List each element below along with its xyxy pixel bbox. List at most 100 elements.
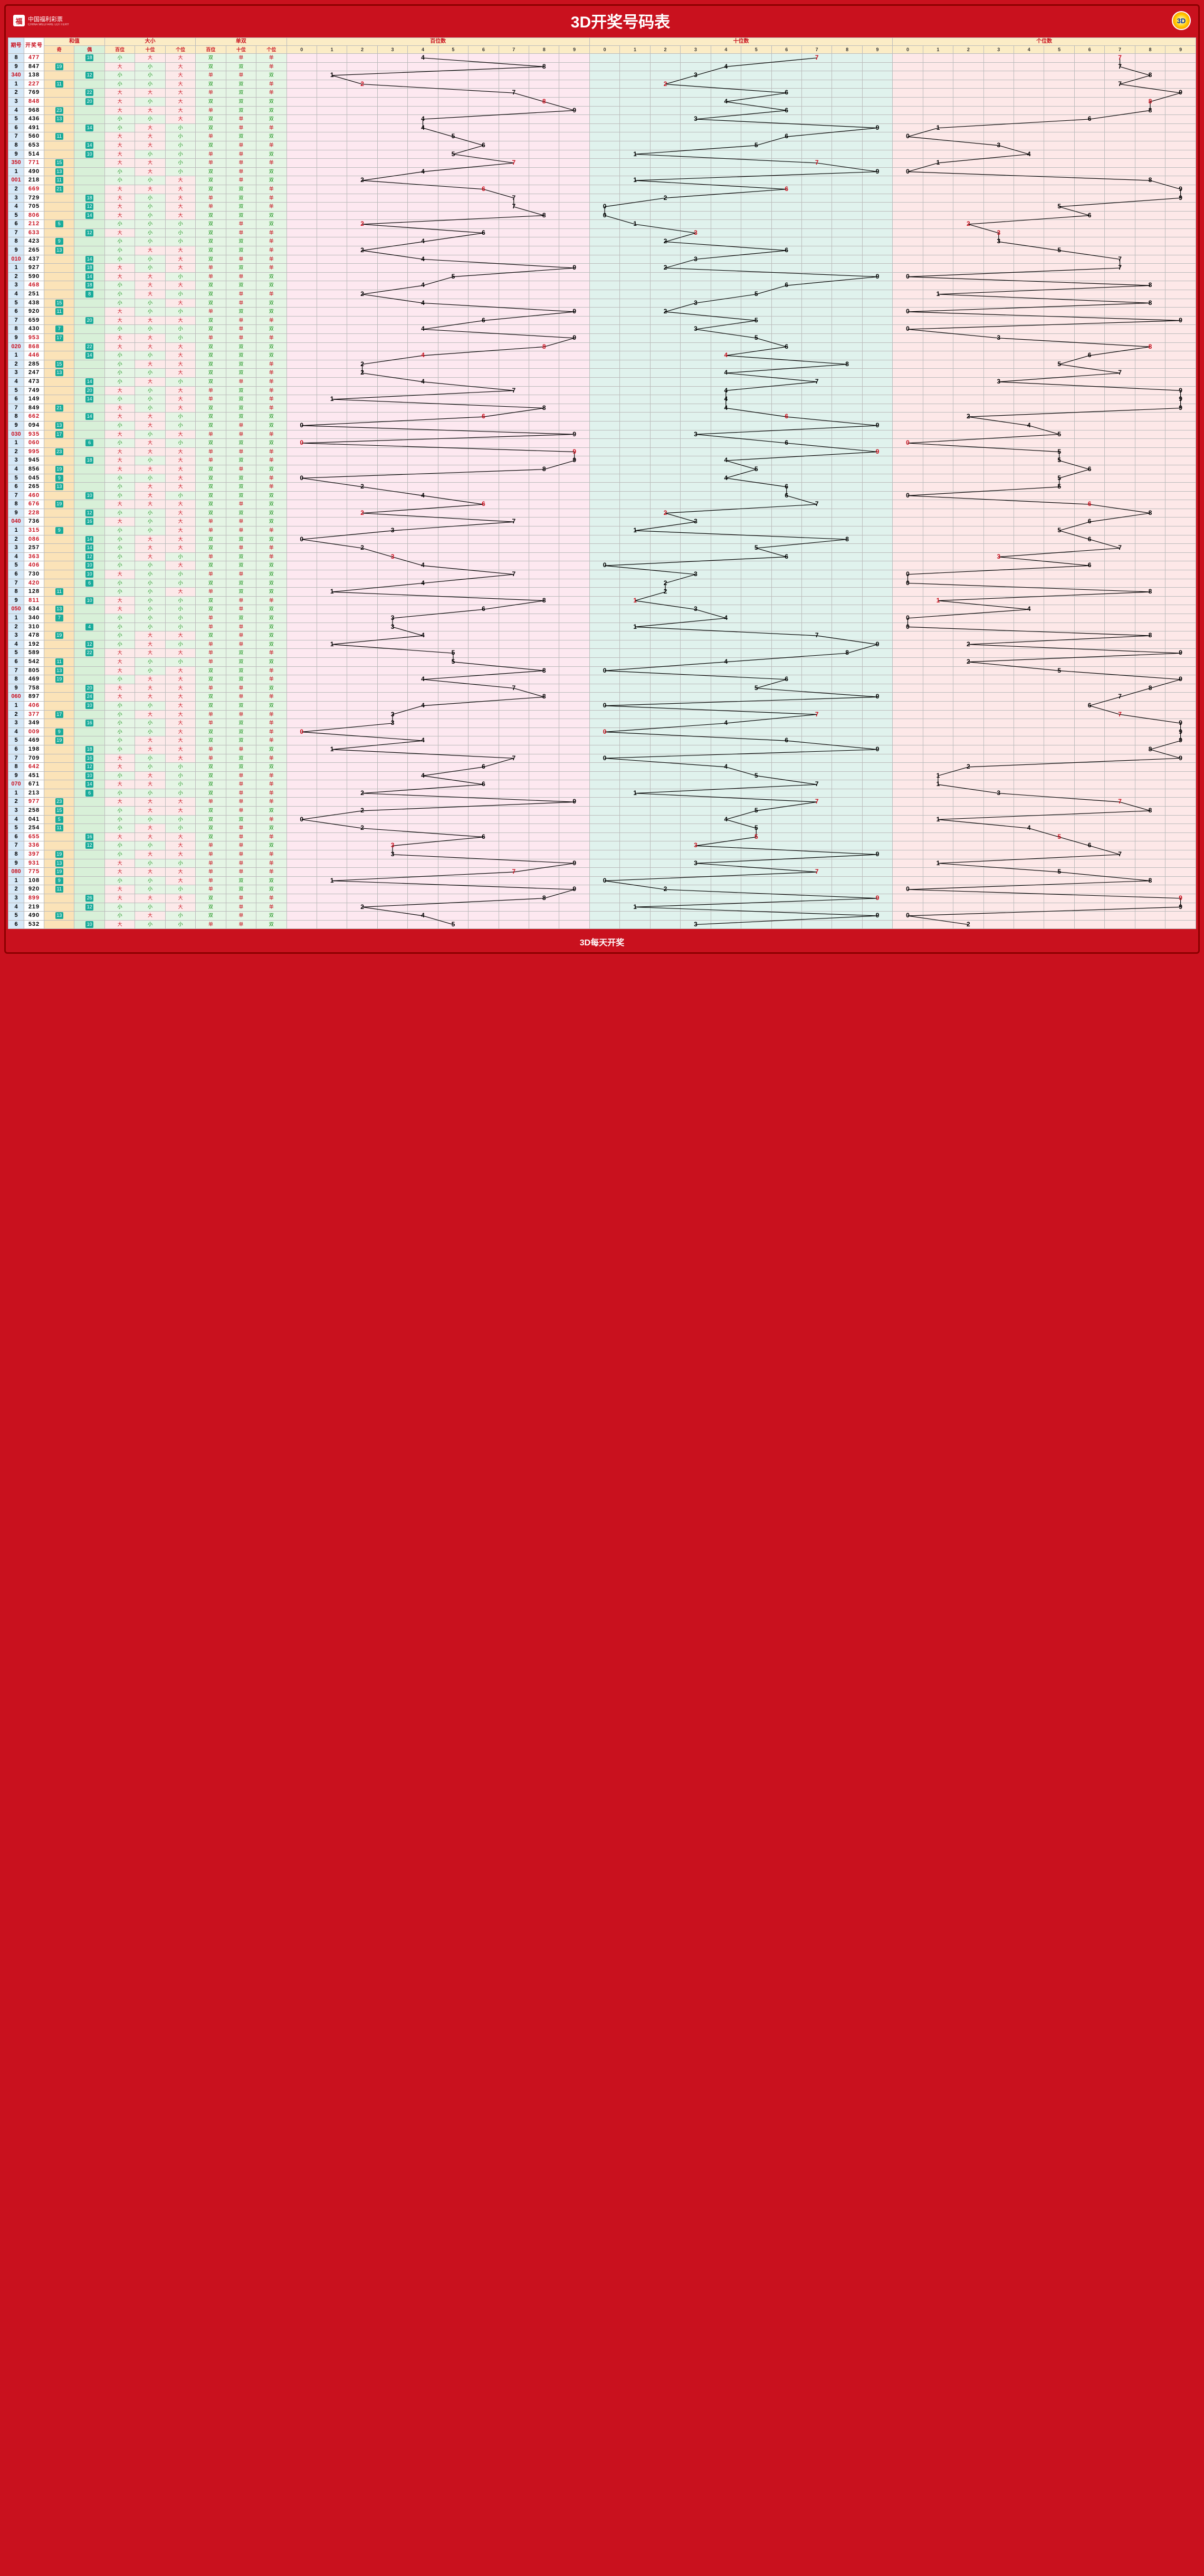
track-cell (317, 176, 347, 185)
track-cell (1044, 912, 1074, 921)
track-cell (1105, 167, 1135, 176)
track-cell (286, 255, 317, 264)
track-cell (923, 885, 953, 894)
danshuang-cell: 双 (226, 552, 256, 561)
track-cell (469, 920, 499, 929)
track-cell (711, 885, 741, 894)
track-cell (771, 526, 801, 535)
track-cell (953, 894, 983, 903)
track-cell (923, 203, 953, 212)
track-cell (832, 325, 862, 334)
track-cell (681, 80, 711, 89)
track-cell (408, 106, 438, 115)
track-digit: 5 (741, 544, 771, 552)
track-cell (1074, 421, 1104, 430)
track-cell (711, 832, 741, 841)
track-cell: 5 (741, 544, 771, 553)
track-cell (559, 727, 589, 736)
track-cell (983, 815, 1014, 824)
daxiao-cell: 大 (135, 710, 165, 719)
track-cell (347, 264, 377, 273)
track-digit: 8 (529, 343, 559, 351)
track-cell (438, 518, 468, 526)
track-cell (317, 281, 347, 290)
track-cell (923, 675, 953, 684)
track-cell (801, 141, 832, 150)
track-cell (1044, 185, 1074, 194)
track-cell: 0 (286, 439, 317, 448)
track-cell (923, 736, 953, 745)
track-cell: 4 (408, 579, 438, 588)
track-cell (741, 509, 771, 518)
track-cell (408, 657, 438, 666)
track-cell (589, 474, 619, 483)
track-cell (923, 500, 953, 509)
track-cell (650, 859, 680, 868)
period-cell: 4 (8, 640, 24, 649)
track-cell (832, 859, 862, 868)
track-cell (983, 474, 1014, 483)
track-cell (832, 841, 862, 850)
track-digit: 4 (711, 351, 741, 360)
track-cell (711, 666, 741, 675)
track-digit: 4 (408, 54, 437, 62)
daxiao-cell: 大 (104, 447, 135, 456)
track-cell (1105, 71, 1135, 80)
danshuang-cell: 单 (226, 220, 256, 229)
track-cell (741, 815, 771, 824)
table-row: 846919小大大双双单469 (8, 675, 1196, 684)
track-cell (286, 123, 317, 132)
track-cell (469, 727, 499, 736)
track-cell (650, 789, 680, 798)
track-cell (559, 771, 589, 780)
track-cell: 9 (559, 430, 589, 439)
track-cell (620, 228, 650, 237)
track-digit: 6 (772, 553, 801, 561)
track-digit: 8 (529, 212, 559, 220)
track-cell (317, 404, 347, 413)
number-cell: 920 (24, 308, 44, 317)
track-cell (317, 80, 347, 89)
track-cell (469, 439, 499, 448)
danshuang-cell: 双 (226, 588, 256, 597)
track-cell (529, 544, 559, 553)
track-cell (438, 509, 468, 518)
period-cell: 5 (8, 736, 24, 745)
track-cell (317, 798, 347, 807)
track-cell (893, 841, 923, 850)
danshuang-cell: 双 (196, 237, 226, 246)
table-row: 665516大大大双单单655 (8, 832, 1196, 841)
track-cell (529, 123, 559, 132)
track-cell: 0 (893, 167, 923, 176)
track-cell (469, 386, 499, 395)
track-cell: 4 (711, 386, 741, 395)
track-cell (681, 54, 711, 63)
sum-odd-cell (44, 894, 74, 903)
daxiao-cell: 大 (104, 159, 135, 168)
track-cell (650, 272, 680, 281)
danshuang-cell: 单 (226, 824, 256, 833)
track-cell (801, 150, 832, 159)
track-cell (438, 264, 468, 273)
track-cell (801, 264, 832, 273)
track-cell (832, 710, 862, 719)
period-cell: 7 (8, 754, 24, 763)
track-cell: 2 (347, 246, 377, 255)
track-cell: 2 (347, 789, 377, 798)
track-cell (377, 123, 407, 132)
digit-header: 3 (983, 46, 1014, 54)
track-cell (801, 194, 832, 203)
track-cell (1135, 220, 1165, 229)
daxiao-cell: 小 (104, 474, 135, 483)
track-cell (529, 421, 559, 430)
track-cell (862, 535, 892, 544)
track-cell (832, 789, 862, 798)
track-cell (741, 552, 771, 561)
track-cell (893, 763, 923, 772)
track-cell (771, 97, 801, 106)
track-cell (1074, 912, 1104, 921)
track-cell (801, 666, 832, 675)
daxiao-cell: 小 (165, 290, 195, 299)
track-cell (317, 377, 347, 386)
track-cell (681, 824, 711, 833)
